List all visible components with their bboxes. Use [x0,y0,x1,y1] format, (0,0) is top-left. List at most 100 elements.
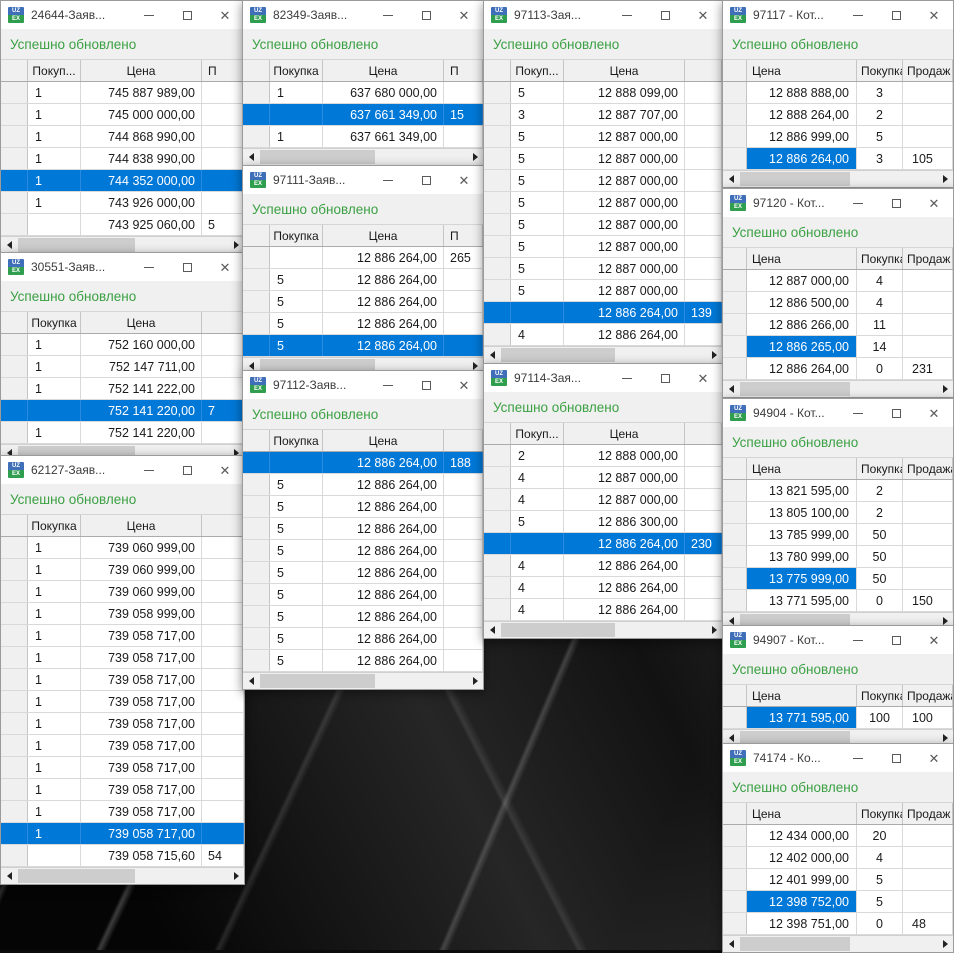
scroll-left-arrow[interactable] [723,171,739,187]
table-cell[interactable] [685,555,722,576]
table-row[interactable]: 1 744 352 000,00 [1,170,244,192]
table-cell[interactable]: 5 [511,214,564,235]
table-cell[interactable]: 739 058 717,00 [81,823,202,844]
close-button[interactable]: ✕ [445,371,483,399]
row-header-cell[interactable] [243,650,270,671]
table-cell[interactable]: 15 [444,104,483,125]
row-header-cell[interactable] [723,913,747,934]
row-header-cell[interactable] [484,511,511,532]
table-cell[interactable]: 12 887 000,00 [747,270,857,291]
table-cell[interactable]: 5 [270,540,323,561]
table-cell[interactable]: 188 [444,452,483,473]
table-cell[interactable]: 12 886 264,00 [564,555,685,576]
column-header[interactable]: Покупка [270,225,323,246]
table-cell[interactable]: 100 [903,707,953,728]
scroll-right-arrow[interactable] [706,347,722,363]
table-row[interactable]: 5 12 887 000,00 [484,214,722,236]
table-cell[interactable]: 1 [28,537,81,558]
table-cell[interactable]: 50 [857,568,903,589]
table-cell[interactable]: 12 887 707,00 [564,104,685,125]
row-header-cell[interactable] [484,170,511,191]
table-row[interactable]: 1 739 058 717,00 [1,713,244,735]
grid-corner-cell[interactable] [484,423,511,444]
minimize-button[interactable] [608,1,646,29]
table-cell[interactable]: 1 [28,170,81,191]
row-header-cell[interactable] [1,801,28,822]
column-header[interactable]: Покуп... [28,60,81,81]
table-cell[interactable] [270,247,323,268]
table-cell[interactable]: 100 [857,707,903,728]
table-row[interactable]: 5 12 886 264,00 [243,540,483,562]
table-cell[interactable]: 48 [903,913,953,934]
scroll-right-arrow[interactable] [228,445,244,461]
table-row[interactable]: 13 785 999,00 50 [723,524,953,546]
row-header-cell[interactable] [484,555,511,576]
table-cell[interactable]: 744 838 990,00 [81,148,202,169]
table-cell[interactable] [903,292,953,313]
column-header[interactable]: Цена [564,60,685,81]
row-header-cell[interactable] [484,214,511,235]
table-cell[interactable]: 5 [857,126,903,147]
table-cell[interactable] [202,757,244,778]
table-cell[interactable]: 12 886 264,00 [323,584,444,605]
table-cell[interactable]: 1 [28,82,81,103]
row-header-cell[interactable] [243,313,270,334]
row-header-cell[interactable] [1,823,28,844]
row-header-cell[interactable] [1,356,28,377]
close-button[interactable]: ✕ [445,1,483,29]
row-header-cell[interactable] [243,82,270,103]
table-cell[interactable]: 12 434 000,00 [747,825,857,846]
table-cell[interactable] [903,270,953,291]
column-header[interactable]: Покуп... [511,60,564,81]
minimize-button[interactable] [839,744,877,772]
close-button[interactable]: ✕ [206,253,244,281]
table-cell[interactable]: 744 868 990,00 [81,126,202,147]
table-cell[interactable]: 3 [511,104,564,125]
scroll-right-arrow[interactable] [937,171,953,187]
row-header-cell[interactable] [243,518,270,539]
minimize-button[interactable] [608,364,646,392]
table-cell[interactable]: 12 886 264,00 [323,452,444,473]
grid-corner-cell[interactable] [723,248,747,269]
table-cell[interactable] [444,474,483,495]
table-cell[interactable]: 5 [511,126,564,147]
table-cell[interactable]: 5 [270,291,323,312]
scrollbar-thumb[interactable] [740,937,851,951]
table-row[interactable]: 12 402 000,00 4 [723,847,953,869]
row-header-cell[interactable] [1,334,28,355]
table-row[interactable]: 5 12 887 000,00 [484,258,722,280]
table-row[interactable]: 1 739 058 999,00 [1,603,244,625]
table-cell[interactable]: 12 887 000,00 [564,148,685,169]
table-cell[interactable]: 5 [511,148,564,169]
column-header[interactable]: Покупка [270,60,323,81]
maximize-button[interactable] [877,399,915,427]
column-header[interactable]: Цена [747,458,857,479]
table-cell[interactable]: 12 887 000,00 [564,489,685,510]
row-header-cell[interactable] [1,603,28,624]
table-cell[interactable]: 4 [511,599,564,620]
table-cell[interactable] [685,82,722,103]
table-row[interactable]: 1 744 868 990,00 [1,126,244,148]
horizontal-scrollbar[interactable] [723,935,953,952]
table-cell[interactable] [202,537,244,558]
table-cell[interactable]: 231 [903,358,953,379]
table-cell[interactable] [444,313,483,334]
row-header-cell[interactable] [243,584,270,605]
table-row[interactable]: 5 12 887 000,00 [484,126,722,148]
scroll-left-arrow[interactable] [243,149,259,165]
table-cell[interactable] [685,324,722,345]
table-row[interactable]: 739 058 715,60 54 [1,845,244,867]
table-row[interactable]: 743 925 060,00 5 [1,214,244,236]
table-row[interactable]: 5 12 888 099,00 [484,82,722,104]
row-header-cell[interactable] [243,562,270,583]
table-cell[interactable]: 2 [857,502,903,523]
window-titlebar[interactable]: UZ EX 97114-Зая... ✕ [484,364,722,392]
maximize-button[interactable] [168,456,206,484]
table-cell[interactable] [903,336,953,357]
row-header-cell[interactable] [723,590,747,611]
row-header-cell[interactable] [723,847,747,868]
table-row[interactable]: 5 12 886 264,00 [243,606,483,628]
table-cell[interactable]: 0 [857,590,903,611]
table-cell[interactable] [202,603,244,624]
grid-corner-cell[interactable] [243,430,270,451]
